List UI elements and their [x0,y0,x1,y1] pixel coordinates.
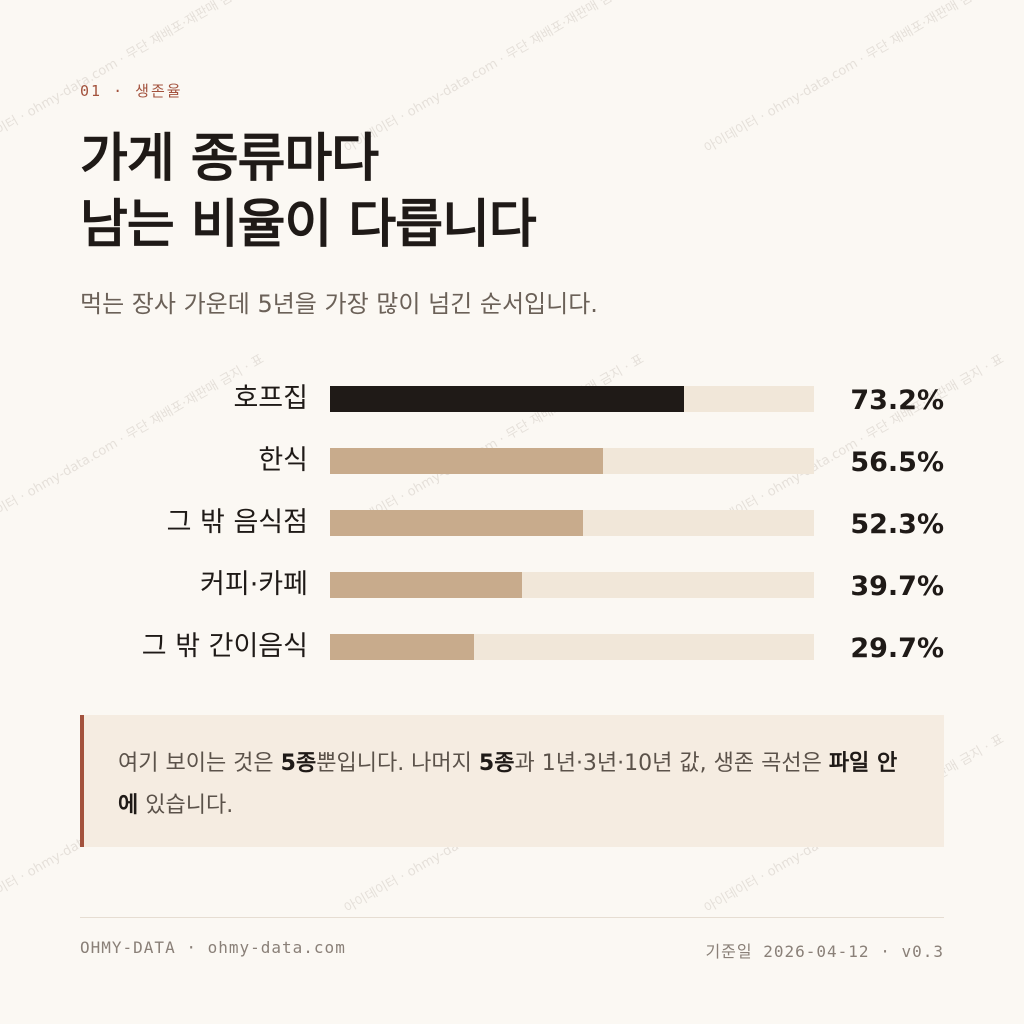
note-bold-1: 5종 [280,751,317,776]
bar-value-label: 39.7% [850,571,944,602]
bar-category-label: 그 밖 음식점 [166,507,308,538]
bar-value-label: 52.3% [850,509,944,540]
note-text-1: 여기 보이는 것은 [118,751,281,776]
page-title: 가게 종류마다 남는 비율이 다릅니다 [80,126,940,258]
footer-brand: OHMY-DATA · ohmy-data.com [80,938,346,957]
bar-track [330,572,814,598]
bar-value-label: 73.2% [850,385,944,416]
bar [330,510,584,536]
note-bold-3: 파일 안에 [118,751,898,818]
bar [330,386,685,412]
bar-track [330,634,814,660]
bar-category-label: 한식 [258,445,308,476]
bar-value-label: 56.5% [850,447,944,478]
footer-date-version: 기준일 2026-04-12 · v0.3 [705,942,944,961]
note-text-3: 과 1년·3년·10년 값, 생존 곡선은 [514,751,829,776]
bar-category-label: 커피·카페 [200,569,308,600]
note-text-2: 뿐입니다. 나머지 [316,751,479,776]
page-subtitle: 먹는 장사 가운데 5년을 가장 많이 넘긴 순서입니다. [80,290,598,318]
page-title-line-2: 남는 비율이 다릅니다 [80,195,537,255]
bar-track [330,448,814,474]
bar-value-label: 29.7% [850,633,944,664]
footer-divider [80,917,944,918]
survival-bar-chart: 호프집 73.2% 한식 56.5% 그 밖 음식점 52.3% 커피·카페 39.7% 그 밖… [141,383,944,664]
page-title-line-1: 가게 종류마다 [80,129,379,189]
bar-track [330,386,814,412]
bar [330,634,474,660]
note-bold-2: 5종 [478,751,515,776]
info-note: 여기 보이는 것은 5종뿐입니다. 나머지 5종과 1년·3년·10년 값, 생… [80,715,944,847]
bar-category-label: 그 밖 간이음식 [141,631,308,662]
bar-category-label: 호프집 [233,383,308,414]
section-eyebrow: 01 · 생존율 [80,82,183,100]
bar [330,448,604,474]
note-text-4: 있습니다. [138,793,234,818]
bar [330,572,523,598]
bar-track [330,510,814,536]
